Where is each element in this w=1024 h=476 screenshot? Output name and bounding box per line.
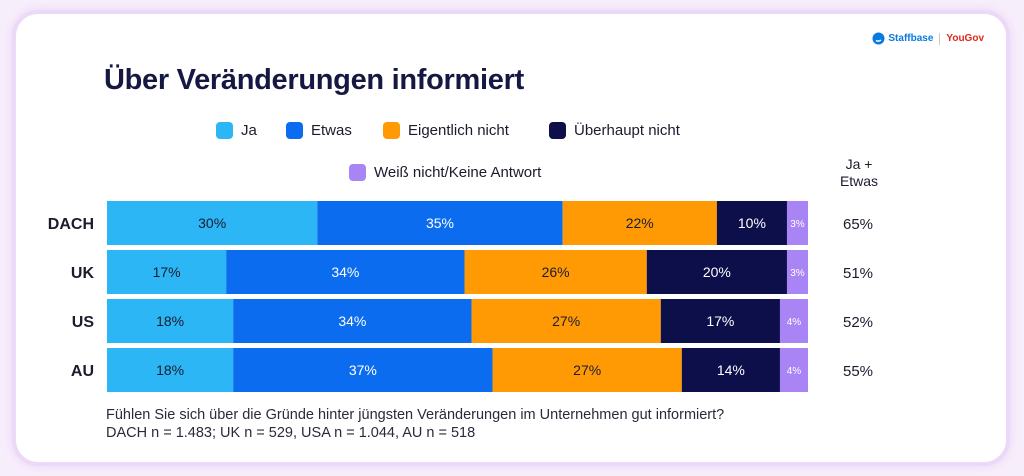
summary-header: Ja + Etwas bbox=[839, 156, 879, 189]
legend-label-etwas: Etwas bbox=[311, 122, 352, 139]
bar-segment-uk-4 bbox=[786, 250, 808, 294]
data-label-au-2: 27% bbox=[573, 362, 601, 378]
bar-segment-uk-1 bbox=[226, 250, 465, 294]
data-label-us-0: 18% bbox=[156, 313, 184, 329]
staffbase-text: Staffbase bbox=[888, 33, 934, 44]
chart-title: Über Veränderungen informiert bbox=[104, 64, 524, 96]
data-label-uk-2: 26% bbox=[542, 264, 570, 280]
bar-segment-us-4 bbox=[779, 299, 808, 343]
bar-segment-dach-3 bbox=[716, 201, 787, 245]
bar-segment-dach-2 bbox=[562, 201, 717, 245]
staffbase-logo: Staffbase bbox=[872, 32, 933, 45]
staffbase-icon bbox=[872, 32, 885, 45]
survey-question: Fühlen Sie sich über die Gründe hinter j… bbox=[106, 407, 725, 423]
bar-segment-us-3 bbox=[660, 299, 780, 343]
category-label-us: US bbox=[72, 314, 95, 331]
bar-segment-us-0 bbox=[107, 299, 234, 343]
bar-segment-uk-3 bbox=[646, 250, 787, 294]
legend-item-ueberhaupt-nicht: Überhaupt nicht bbox=[549, 122, 680, 139]
sample-sizes: DACH n = 1.483; UK n = 529, USA n = 1.04… bbox=[106, 425, 476, 441]
data-label-au-4: 4% bbox=[787, 366, 802, 377]
legend-item-eigentlich-nicht: Eigentlich nicht bbox=[383, 122, 509, 139]
legend-swatch-ueberhaupt-nicht bbox=[549, 122, 566, 139]
data-label-us-2: 27% bbox=[552, 313, 580, 329]
bar-segment-uk-2 bbox=[464, 250, 647, 294]
legend-item-etwas: Etwas bbox=[286, 122, 352, 139]
legend-swatch-etwas bbox=[286, 122, 303, 139]
legend-label-eigentlich-nicht: Eigentlich nicht bbox=[408, 122, 509, 139]
data-label-uk-3: 20% bbox=[703, 264, 731, 280]
summary-value-au: 55% bbox=[843, 363, 873, 380]
legend-item-ja: Ja bbox=[216, 122, 257, 139]
bar-segment-au-1 bbox=[233, 348, 493, 392]
data-label-dach-2: 22% bbox=[626, 215, 654, 231]
summary-value-uk: 51% bbox=[843, 265, 873, 282]
data-label-dach-4: 3% bbox=[790, 219, 805, 230]
yougov-logo: YouGov bbox=[946, 33, 984, 44]
category-label-uk: UK bbox=[71, 265, 95, 282]
data-label-uk-0: 17% bbox=[153, 264, 181, 280]
legend-label-weiss-nicht: Weiß nicht/Keine Antwort bbox=[374, 164, 542, 181]
legend-label-ueberhaupt-nicht: Überhaupt nicht bbox=[574, 122, 680, 139]
bar-segment-au-4 bbox=[779, 348, 808, 392]
legend-item-weiss-nicht: Weiß nicht/Keine Antwort bbox=[349, 164, 541, 181]
legend-label-ja: Ja bbox=[241, 122, 257, 139]
category-label-au: AU bbox=[71, 363, 94, 380]
legend-swatch-weiss-nicht bbox=[349, 164, 366, 181]
data-label-us-4: 4% bbox=[787, 317, 802, 328]
bar-segment-us-1 bbox=[233, 299, 472, 343]
legend-swatch-ja bbox=[216, 122, 233, 139]
legend-swatch-eigentlich-nicht bbox=[383, 122, 400, 139]
bar-segment-us-2 bbox=[471, 299, 661, 343]
data-label-au-0: 18% bbox=[156, 362, 184, 378]
data-label-uk-4: 3% bbox=[790, 268, 805, 279]
summary-value-us: 52% bbox=[843, 314, 873, 331]
bar-segment-au-2 bbox=[492, 348, 682, 392]
data-label-au-1: 37% bbox=[349, 362, 377, 378]
brand-logos: Staffbase YouGov bbox=[872, 32, 984, 45]
summary-value-dach: 65% bbox=[843, 216, 873, 233]
bar-segment-dach-0 bbox=[107, 201, 318, 245]
bar-segment-au-0 bbox=[107, 348, 234, 392]
data-label-us-3: 17% bbox=[706, 313, 734, 329]
data-label-dach-0: 30% bbox=[198, 215, 226, 231]
bar-segment-dach-4 bbox=[786, 201, 808, 245]
data-label-au-3: 14% bbox=[717, 362, 745, 378]
bar-segment-uk-0 bbox=[107, 250, 227, 294]
bar-segment-dach-1 bbox=[317, 201, 563, 245]
chart-footnote: Fühlen Sie sich über die Gründe hinter j… bbox=[106, 406, 724, 442]
data-label-dach-3: 10% bbox=[738, 215, 766, 231]
category-label-dach: DACH bbox=[48, 216, 94, 233]
data-label-us-1: 34% bbox=[338, 313, 366, 329]
data-label-dach-1: 35% bbox=[426, 215, 454, 231]
logo-divider bbox=[939, 32, 941, 45]
bar-segment-au-3 bbox=[681, 348, 780, 392]
data-label-uk-1: 34% bbox=[331, 264, 359, 280]
